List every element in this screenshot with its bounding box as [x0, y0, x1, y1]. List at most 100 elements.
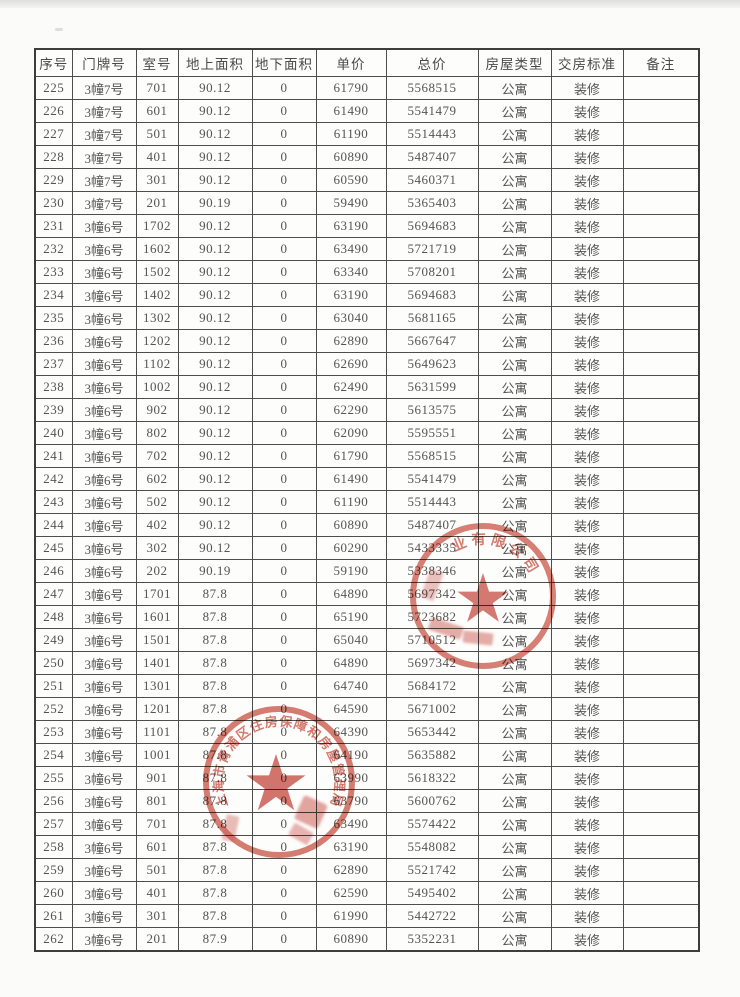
table-row: 245 3幢6号 302 90.12 0 60290 5433335 公寓 装修 — [34, 536, 700, 560]
cell-note — [622, 237, 700, 261]
column-header-unit_price: 单价 — [315, 48, 387, 77]
cell-type: 公寓 — [477, 812, 552, 836]
cell-note — [622, 536, 700, 560]
cell-seq: 237 — [34, 352, 73, 376]
cell-type: 公寓 — [477, 76, 552, 100]
cell-unit-price: 65040 — [315, 628, 387, 652]
cell-room: 1401 — [135, 651, 179, 675]
cell-area-above: 87.8 — [177, 674, 253, 698]
cell-door: 3幢6号 — [71, 329, 137, 353]
cell-area-below: 0 — [251, 559, 317, 583]
cell-unit-price: 61990 — [315, 904, 387, 928]
cell-room: 802 — [135, 421, 179, 445]
cell-seq: 251 — [34, 674, 73, 698]
cell-total-price: 5338346 — [385, 559, 479, 583]
cell-area-above: 87.8 — [177, 766, 253, 790]
cell-area-below: 0 — [251, 490, 317, 514]
cell-area-below: 0 — [251, 122, 317, 146]
cell-area-above: 90.12 — [177, 168, 253, 192]
cell-unit-price: 63490 — [315, 237, 387, 261]
cell-area-above: 90.12 — [177, 99, 253, 123]
cell-door: 3幢6号 — [71, 881, 137, 905]
cell-area-below: 0 — [251, 766, 317, 790]
cell-area-below: 0 — [251, 329, 317, 353]
table-row: 260 3幢6号 401 87.8 0 62590 5495402 公寓 装修 — [34, 881, 700, 905]
cell-unit-price: 64890 — [315, 582, 387, 606]
cell-total-price: 5495402 — [385, 881, 479, 905]
cell-unit-price: 62590 — [315, 881, 387, 905]
cell-room: 1502 — [135, 260, 179, 284]
cell-note — [622, 329, 700, 353]
cell-area-below: 0 — [251, 697, 317, 721]
cell-unit-price: 61190 — [315, 490, 387, 514]
cell-area-below: 0 — [251, 191, 317, 215]
cell-standard: 装修 — [550, 605, 624, 629]
cell-seq: 239 — [34, 398, 73, 422]
cell-area-above: 87.8 — [177, 881, 253, 905]
cell-type: 公寓 — [477, 674, 552, 698]
table-row: 229 3幢7号 301 90.12 0 60590 5460371 公寓 装修 — [34, 168, 700, 192]
cell-area-above: 87.8 — [177, 904, 253, 928]
column-header-seq: 序号 — [34, 48, 73, 77]
cell-type: 公寓 — [477, 789, 552, 813]
cell-standard: 装修 — [550, 720, 624, 744]
cell-standard: 装修 — [550, 812, 624, 836]
cell-door: 3幢6号 — [71, 513, 137, 537]
table-row: 237 3幢6号 1102 90.12 0 62690 5649623 公寓 装… — [34, 352, 700, 376]
cell-unit-price: 62290 — [315, 398, 387, 422]
cell-area-above: 90.12 — [177, 352, 253, 376]
cell-type: 公寓 — [477, 398, 552, 422]
cell-seq: 231 — [34, 214, 73, 238]
cell-type: 公寓 — [477, 444, 552, 468]
cell-seq: 234 — [34, 283, 73, 307]
cell-room: 202 — [135, 559, 179, 583]
cell-note — [622, 651, 700, 675]
cell-door: 3幢6号 — [71, 536, 137, 560]
cell-room: 1202 — [135, 329, 179, 353]
cell-note — [622, 743, 700, 767]
cell-total-price: 5667647 — [385, 329, 479, 353]
cell-standard: 装修 — [550, 697, 624, 721]
cell-room: 701 — [135, 812, 179, 836]
column-header-area_above: 地上面积 — [177, 48, 253, 77]
cell-total-price: 5694683 — [385, 283, 479, 307]
scan-top-edge — [0, 0, 740, 8]
cell-room: 1301 — [135, 674, 179, 698]
cell-unit-price: 63040 — [315, 306, 387, 330]
cell-total-price: 5684172 — [385, 674, 479, 698]
cell-unit-price: 63190 — [315, 283, 387, 307]
cell-type: 公寓 — [477, 513, 552, 537]
cell-standard: 装修 — [550, 260, 624, 284]
cell-note — [622, 812, 700, 836]
cell-area-above: 87.8 — [177, 697, 253, 721]
cell-room: 402 — [135, 513, 179, 537]
cell-room: 501 — [135, 858, 179, 882]
table-row: 248 3幢6号 1601 87.8 0 65190 5723682 公寓 装修 — [34, 605, 700, 629]
cell-room: 1701 — [135, 582, 179, 606]
cell-room: 702 — [135, 444, 179, 468]
cell-unit-price: 64190 — [315, 743, 387, 767]
cell-unit-price: 59190 — [315, 559, 387, 583]
cell-type: 公寓 — [477, 697, 552, 721]
cell-standard: 装修 — [550, 881, 624, 905]
cell-door: 3幢6号 — [71, 490, 137, 514]
table-row: 228 3幢7号 401 90.12 0 60890 5487407 公寓 装修 — [34, 145, 700, 169]
table-row: 256 3幢6号 801 87.8 0 63790 5600762 公寓 装修 — [34, 789, 700, 813]
cell-room: 1102 — [135, 352, 179, 376]
cell-area-above: 90.12 — [177, 214, 253, 238]
table-row: 249 3幢6号 1501 87.8 0 65040 5710512 公寓 装修 — [34, 628, 700, 652]
cell-type: 公寓 — [477, 260, 552, 284]
cell-type: 公寓 — [477, 605, 552, 629]
cell-standard: 装修 — [550, 904, 624, 928]
cell-area-above: 90.12 — [177, 490, 253, 514]
cell-room: 602 — [135, 467, 179, 491]
cell-area-below: 0 — [251, 168, 317, 192]
cell-room: 401 — [135, 145, 179, 169]
cell-seq: 247 — [34, 582, 73, 606]
cell-standard: 装修 — [550, 168, 624, 192]
cell-unit-price: 64890 — [315, 651, 387, 675]
cell-door: 3幢6号 — [71, 306, 137, 330]
cell-room: 1602 — [135, 237, 179, 261]
cell-total-price: 5514443 — [385, 490, 479, 514]
cell-standard: 装修 — [550, 674, 624, 698]
